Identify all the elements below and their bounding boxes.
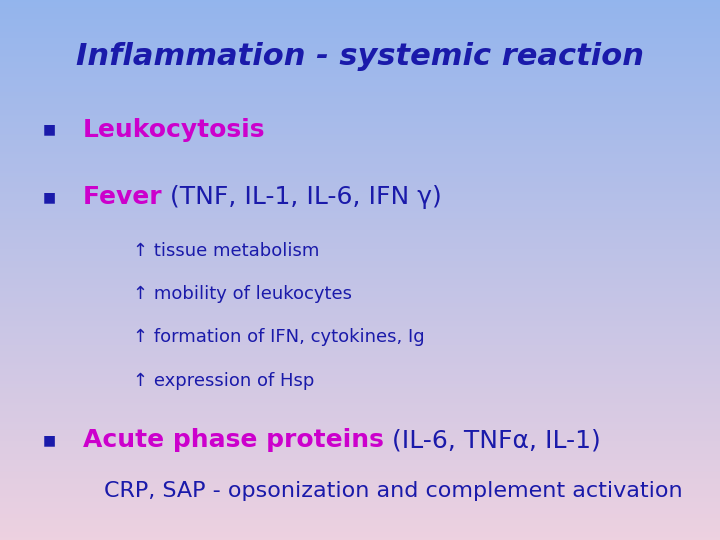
Text: ■: ■ [43, 190, 56, 204]
Text: ■: ■ [43, 433, 56, 447]
Text: ■: ■ [43, 123, 56, 137]
Text: ↑ expression of Hsp: ↑ expression of Hsp [133, 372, 315, 390]
Text: ↑ mobility of leukocytes: ↑ mobility of leukocytes [133, 285, 352, 303]
Text: Inflammation - systemic reaction: Inflammation - systemic reaction [76, 42, 644, 71]
Text: Acute phase proteins: Acute phase proteins [83, 428, 392, 452]
Text: ↑ tissue metabolism: ↑ tissue metabolism [133, 242, 320, 260]
Text: Fever: Fever [83, 185, 170, 209]
Text: (IL-6, TNFα, IL-1): (IL-6, TNFα, IL-1) [392, 428, 601, 452]
Text: (TNF, IL-1, IL-6, IFN γ): (TNF, IL-1, IL-6, IFN γ) [170, 185, 442, 209]
Text: CRP, SAP - opsonization and complement activation: CRP, SAP - opsonization and complement a… [104, 481, 683, 502]
Text: ↑ formation of IFN, cytokines, Ig: ↑ formation of IFN, cytokines, Ig [133, 328, 425, 347]
Text: Leukocytosis: Leukocytosis [83, 118, 265, 141]
